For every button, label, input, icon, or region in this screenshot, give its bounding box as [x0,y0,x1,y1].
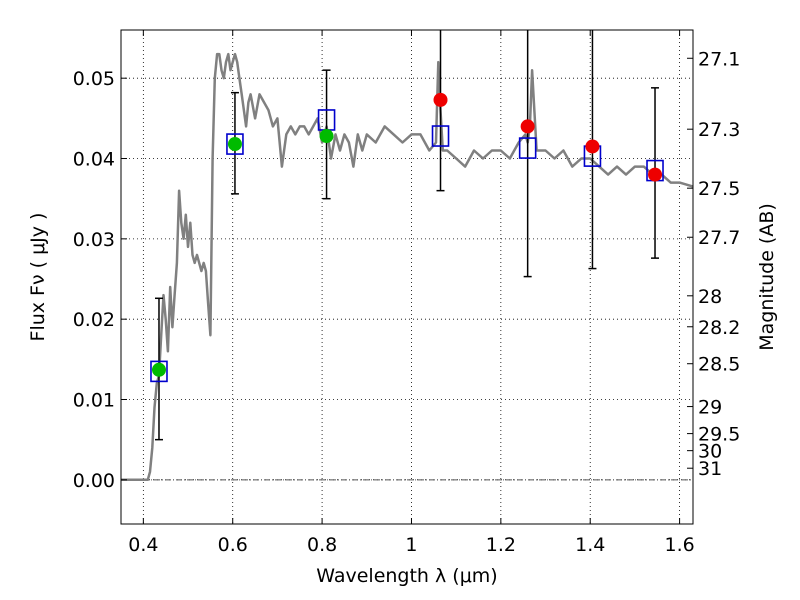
y-tick-label: 0.00 [73,470,115,492]
right-tick-label: 27.3 [698,119,740,141]
y-tick-label: 0.01 [73,389,115,411]
green-circle-marker [151,362,166,377]
right-tick-label: 31 [698,458,722,480]
right-tick-label: 27.1 [698,48,740,70]
x-tick-label: 0.6 [218,534,248,556]
red-circle-marker [585,139,600,154]
red-circle-marker [520,119,535,134]
x-tick-label: 1.2 [486,534,516,556]
plot-frame [120,29,694,525]
y-ticks: 0.00 0.01 0.02 0.03 0.04 0.05 [73,68,127,492]
open-square-marker [150,360,168,383]
x-axis-label: Wavelength λ (μm) [316,565,497,587]
x-tick-label: 1 [405,534,417,556]
right-tick-label: 27.5 [698,178,740,200]
markers [150,92,664,383]
x-tick-label: 0.8 [307,534,337,556]
right-tick-label: 30 [698,441,722,463]
open-square-marker [431,125,450,147]
y-tick-label: 0.04 [73,149,115,171]
green-circle-marker [319,129,334,144]
right-tick-label: 27.7 [698,227,740,249]
x-tick-label: 0.4 [128,534,158,556]
y-tick-label: 0.05 [73,68,115,90]
open-square-marker [226,133,244,155]
x-tick-label: 1.6 [664,534,694,556]
x-ticks: 0.4 0.6 0.8 1 1.2 1.4 1.6 [128,30,695,556]
right-tick-label: 29 [698,397,722,419]
right-axis-label: Magnitude (AB) [756,203,778,351]
right-tick-label: 28.5 [698,354,740,376]
x-tick-label: 1.4 [575,534,605,556]
y-tick-label: 0.03 [73,229,115,251]
red-circle-marker [648,167,663,182]
y-tick-label: 0.02 [73,309,115,331]
right-tick-label: 28.2 [698,317,740,339]
right-tick-label: 29.5 [698,424,740,446]
right-tick-label: 28 [698,286,722,308]
red-circle-marker [433,92,448,107]
open-square-marker [518,137,537,159]
y-axis-label: Flux Fν ( μJy ) [27,213,49,342]
plot-background [121,30,693,524]
green-circle-marker [227,137,242,152]
